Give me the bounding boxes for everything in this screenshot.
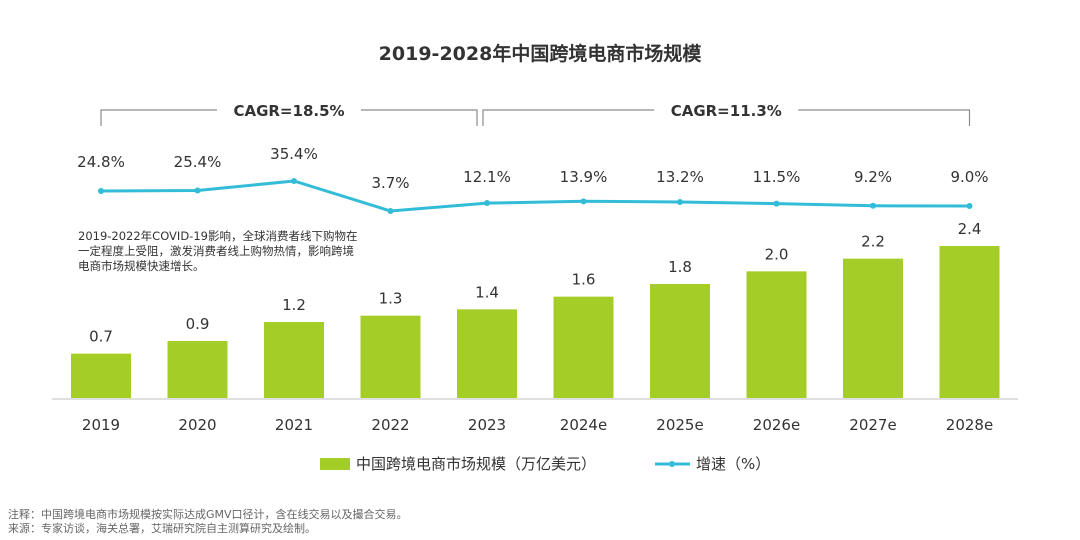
x-tick-label: 2022: [371, 416, 409, 434]
bar-value-label: 1.8: [668, 258, 692, 276]
cagr-label: CAGR=11.3%: [671, 102, 782, 120]
bar-value-label: 1.6: [572, 271, 596, 289]
growth-value-label: 25.4%: [174, 153, 222, 171]
growth-value-label: 35.4%: [270, 145, 318, 163]
bar: [650, 284, 710, 398]
bar: [71, 353, 131, 398]
growth-point: [677, 199, 683, 206]
growth-point: [98, 188, 104, 195]
x-tick-label: 2024e: [560, 416, 607, 434]
growth-value-label: 24.8%: [77, 153, 125, 171]
annotation-line: 电商市场规模快速增长。: [78, 259, 205, 273]
bar-value-label: 1.2: [282, 296, 306, 314]
bar: [457, 309, 517, 398]
growth-value-label: 13.2%: [656, 168, 704, 186]
growth-value-label: 11.5%: [753, 168, 801, 186]
bar-value-label: 0.9: [186, 315, 210, 333]
legend-bar-label: 中国跨境电商市场规模（万亿美元）: [356, 455, 596, 473]
bar-value-label: 1.3: [379, 290, 403, 308]
x-tick-label: 2020: [178, 416, 216, 434]
bar: [553, 296, 614, 398]
x-tick-label: 2019: [82, 416, 120, 434]
notes: 注释：中国跨境电商市场规模按实际达成GMV口径计，含在线交易以及撮合交易。 来源…: [8, 508, 408, 536]
bar: [264, 322, 324, 398]
x-tick-label: 2023: [468, 416, 506, 434]
growth-value-label: 3.7%: [371, 174, 409, 192]
growth-point: [870, 202, 876, 209]
growth-value-label: 9.0%: [950, 168, 988, 186]
x-tick-label: 2028e: [946, 416, 993, 434]
x-tick-label: 2026e: [753, 416, 800, 434]
growth-point: [966, 202, 973, 209]
bar-value-label: 1.4: [475, 283, 499, 301]
growth-value-label: 13.9%: [560, 168, 608, 186]
cagr-bracket-left: [100, 109, 217, 126]
bar-value-label: 2.0: [765, 245, 789, 263]
growth-point: [194, 187, 201, 194]
legend-line-marker: [669, 461, 675, 467]
cagr-label: CAGR=18.5%: [233, 102, 344, 120]
growth-point: [387, 208, 394, 214]
bar: [843, 258, 903, 398]
bar: [939, 246, 1000, 398]
bar-value-label: 2.4: [958, 220, 982, 238]
bar: [746, 271, 807, 398]
bar: [167, 341, 228, 398]
annotation-line: 2019-2022年COVID-19影响，全球消费者线下购物在: [78, 229, 357, 243]
growth-value-label: 12.1%: [463, 168, 511, 186]
cagr-bracket-left: [482, 109, 655, 126]
chart-title: 2019-2028年中国跨境电商市场规模: [379, 42, 703, 65]
annotation-line: 一定程度上受阻，激发消费者线上购物热情，影响跨境: [78, 244, 354, 258]
legend-bar-swatch: [320, 458, 350, 470]
bar: [360, 315, 421, 398]
growth-point: [484, 200, 490, 207]
bar-value-label: 2.2: [861, 233, 885, 251]
bar-value-label: 0.7: [89, 328, 113, 346]
growth-value-label: 9.2%: [854, 168, 892, 186]
cagr-bracket-right: [798, 109, 971, 126]
x-tick-label: 2021: [275, 416, 313, 434]
cagr-bracket-right: [361, 109, 478, 126]
growth-point: [773, 200, 780, 207]
source-line: 来源：专家访谈，海关总署，艾瑞研究院自主测算研究及绘制。: [8, 522, 316, 535]
growth-point: [291, 178, 297, 184]
growth-line: [100, 179, 970, 213]
note-line: 注释：中国跨境电商市场规模按实际达成GMV口径计，含在线交易以及撮合交易。: [8, 508, 408, 521]
x-tick-label: 2025e: [656, 416, 703, 434]
legend-line-label: 增速（%）: [696, 455, 770, 473]
growth-point: [580, 198, 587, 205]
x-tick-label: 2027e: [849, 416, 896, 434]
